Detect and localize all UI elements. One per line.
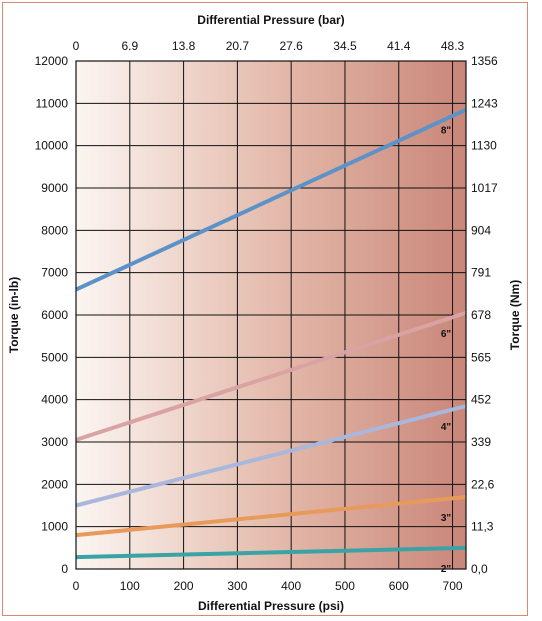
y-tick-label-7: 7000 (41, 266, 68, 280)
y2-tick-label-9: 1017 (471, 181, 498, 195)
x2-tick-label-7: 48.3 (441, 39, 465, 53)
x-tick-label-0: 0 (73, 579, 80, 593)
x2-tick-label-0: 0 (73, 39, 80, 53)
y-tick-label-10: 10000 (35, 139, 69, 153)
x-tick-label-6: 600 (389, 579, 409, 593)
y-tick-label-9: 9000 (41, 181, 68, 195)
x2-tick-label-4: 27.6 (279, 39, 303, 53)
series-line-2 (75, 404, 467, 508)
y2-tick-label-12: 1356 (471, 54, 498, 68)
x-tick-label-4: 400 (281, 579, 301, 593)
series-group (75, 107, 467, 560)
tick-labels: 0 100 200 300 400 500 600 7000 6.9 13.8 20.7 27.6 34… (35, 39, 498, 593)
y-tick-label-1: 1000 (41, 520, 68, 534)
grid-lines (75, 60, 466, 570)
x-tick-label-2: 200 (174, 579, 194, 593)
y2-tick-label-8: 904 (471, 223, 491, 237)
y2-tick-label-5: 565 (471, 350, 491, 364)
series-label-2: 4" (441, 422, 452, 433)
y-tick-label-6: 6000 (41, 308, 68, 322)
series-label-1: 6" (441, 329, 452, 340)
y2-tick-label-0: 0,0 (471, 562, 488, 576)
y2-tick-label-6: 678 (471, 308, 491, 322)
x2-tick-label-1: 6.9 (121, 39, 138, 53)
y-tick-label-0: 0 (61, 562, 68, 576)
y-tick-label-12: 12000 (35, 54, 69, 68)
plot-border (75, 60, 467, 570)
x2-tick-label-5: 34.5 (333, 39, 357, 53)
x-tick-label-1: 100 (120, 579, 140, 593)
series-label-4: 2" (441, 564, 452, 575)
y-tick-label-3: 3000 (41, 435, 68, 449)
y2-tick-label-7: 791 (471, 266, 491, 280)
y2-tick-label-3: 339 (471, 435, 491, 449)
series-line-0 (75, 107, 467, 292)
x2-tick-label-3: 20.7 (226, 39, 250, 53)
series-label-0: 8" (441, 126, 452, 137)
y-tick-label-5: 5000 (41, 350, 68, 364)
series-labels: 8" 6" 4" 3" 2" (441, 126, 452, 575)
right-axis-title: Torque (Nm) (508, 280, 522, 350)
y2-tick-label-1: 11,3 (471, 520, 494, 534)
series-label-3: 3" (441, 513, 452, 524)
y-tick-label-4: 4000 (41, 393, 68, 407)
left-axis-title: Torque (in-lb) (7, 277, 21, 353)
y-tick-label-8: 8000 (41, 223, 68, 237)
series-line-4 (75, 545, 467, 560)
bottom-axis-title: Differential Pressure (psi) (198, 599, 344, 613)
series-line-1 (75, 310, 467, 442)
x-tick-label-5: 500 (335, 579, 355, 593)
series-line-3 (75, 495, 467, 538)
y-tick-label-2: 2000 (41, 477, 68, 491)
y2-tick-label-11: 1243 (471, 96, 498, 110)
y2-tick-label-10: 1130 (471, 139, 497, 153)
y2-tick-label-4: 452 (471, 393, 491, 407)
x-tick-label-7: 700 (443, 579, 463, 593)
x2-tick-label-2: 13.8 (172, 39, 196, 53)
x-tick-label-3: 300 (227, 579, 247, 593)
x2-tick-label-6: 41.4 (387, 39, 411, 53)
top-axis-title: Differential Pressure (bar) (197, 13, 344, 27)
y2-tick-label-2: 22,6 (471, 477, 495, 491)
y-tick-label-11: 11000 (36, 96, 69, 110)
